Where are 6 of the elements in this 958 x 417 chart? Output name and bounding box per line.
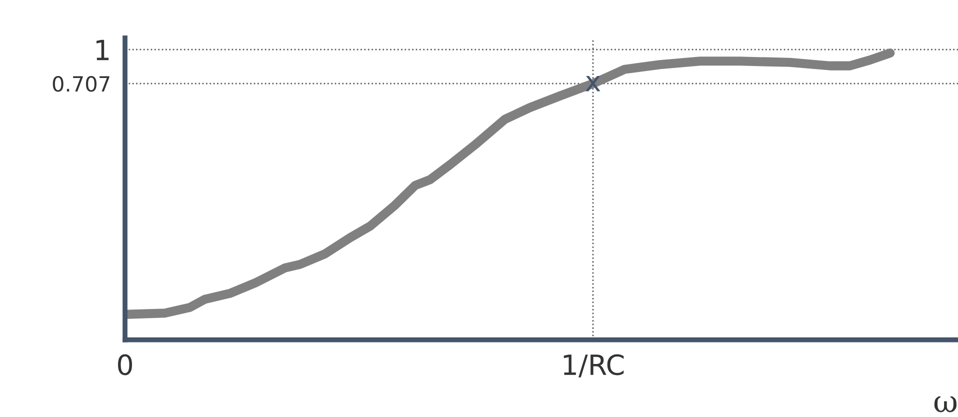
x-axis-title: ω <box>934 396 957 412</box>
y-tick-label: 0.707 <box>52 76 110 92</box>
annotation: x <box>586 76 600 92</box>
x-tick-label: 0 <box>118 354 132 376</box>
x-tick-label: 1/RC <box>564 354 624 378</box>
y-tick-label: 1 <box>96 40 109 60</box>
